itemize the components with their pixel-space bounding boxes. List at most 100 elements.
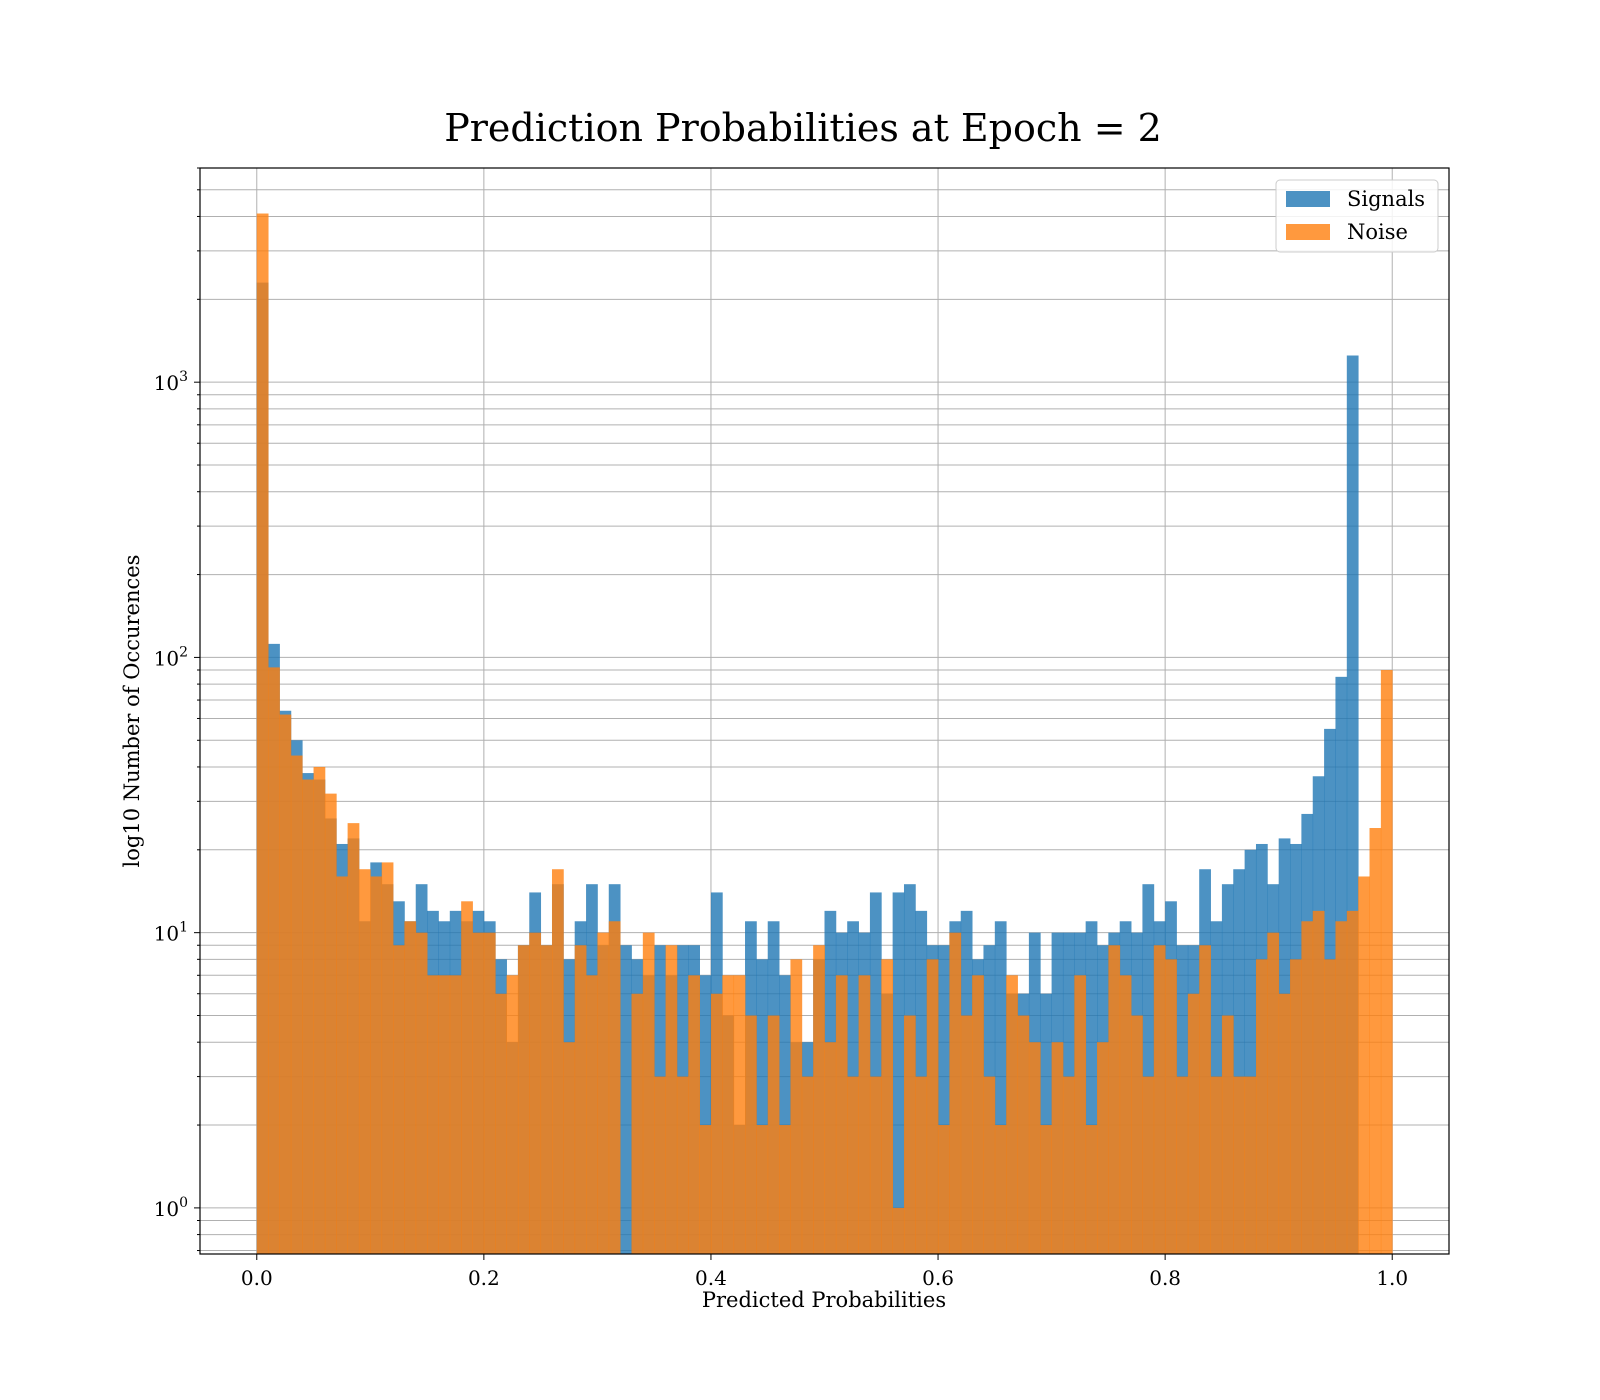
noise-bar [461, 901, 473, 1254]
noise-bar [1290, 959, 1302, 1254]
noise-bar [483, 932, 496, 1254]
noise-bar [813, 945, 825, 1254]
noise-bar [393, 945, 405, 1254]
noise-bar [1369, 828, 1382, 1254]
noise-bar [869, 1076, 882, 1254]
noise-bar [1380, 670, 1393, 1254]
noise-bar [551, 869, 564, 1254]
chart-title: Prediction Probabilities at Epoch = 2 [444, 106, 1162, 150]
noise-bar [1176, 1076, 1189, 1254]
noise-bar [517, 945, 530, 1254]
noise-bar [835, 975, 848, 1254]
noise-bar [358, 869, 371, 1254]
noise-bar [563, 1042, 576, 1254]
x-tick-label: 0.6 [922, 1266, 954, 1290]
noise-bar [903, 1015, 916, 1254]
noise-bar [1233, 1076, 1246, 1254]
noise-bar [597, 932, 610, 1254]
noise-bar [1131, 1015, 1143, 1254]
noise-bar [972, 975, 984, 1254]
noise-bar [256, 213, 269, 1255]
noise-bar [1085, 1125, 1098, 1254]
noise-bar [824, 1042, 837, 1254]
noise-bar [722, 975, 735, 1254]
noise-bar [404, 921, 417, 1254]
noise-bar [1335, 921, 1348, 1254]
noise-bar [1040, 1125, 1052, 1254]
noise-bar [1301, 921, 1314, 1254]
noise-bar [427, 975, 439, 1254]
noise-bar [1028, 1042, 1041, 1254]
noise-bar [926, 959, 939, 1254]
noise-bar [472, 932, 485, 1254]
noise-bar [858, 975, 871, 1254]
noise-bar [347, 823, 360, 1254]
noise-bar [1346, 910, 1359, 1254]
noise-bar [631, 993, 644, 1254]
noise-bar [676, 1076, 689, 1254]
x-tick-label: 0.8 [1149, 1266, 1181, 1290]
noise-bar [1267, 932, 1280, 1254]
y-tick-label: 103 [154, 369, 188, 395]
noise-bar [608, 921, 621, 1254]
legend-label-signals: Signals [1347, 187, 1425, 211]
noise-bar [449, 975, 462, 1254]
noise-bar [1062, 1076, 1075, 1254]
noise-bar [1165, 959, 1177, 1254]
noise-bar [1221, 1015, 1234, 1254]
noise-bar [1278, 993, 1291, 1254]
noise-bar [1006, 975, 1018, 1254]
noise-bar [1187, 993, 1200, 1254]
signals-bar [779, 975, 791, 1254]
noise-bar [1244, 1076, 1257, 1254]
plot-frame [199, 167, 1450, 1255]
noise-bar [370, 876, 383, 1254]
noise-bar [665, 945, 678, 1254]
noise-bar [381, 862, 394, 1254]
signals-bar [869, 892, 882, 1254]
noise-bar [1142, 1076, 1155, 1254]
noise-bar [438, 975, 451, 1254]
noise-bar [756, 1125, 769, 1254]
noise-bar [938, 1125, 950, 1254]
noise-bar [313, 766, 326, 1254]
x-axis-label: Predicted Probabilities [702, 1288, 946, 1312]
noise-bar [1324, 959, 1336, 1254]
noise-bar [801, 1076, 814, 1254]
noise-bar [324, 793, 337, 1254]
noise-bar [733, 975, 746, 1254]
legend: Signals Noise [1275, 179, 1439, 253]
signals-bar [892, 892, 905, 1254]
legend-swatch-signals [1286, 191, 1330, 207]
noise-bar [1153, 945, 1166, 1254]
y-tick-label: 102 [154, 644, 188, 670]
signals-bar [994, 921, 1007, 1254]
noise-bar [415, 932, 428, 1254]
x-tick-label: 1.0 [1376, 1266, 1408, 1290]
noise-bar [574, 945, 587, 1254]
legend-swatch-noise [1286, 224, 1330, 240]
noise-bar [1051, 1042, 1064, 1254]
noise-bar [586, 975, 598, 1254]
legend-label-noise: Noise [1347, 220, 1408, 244]
noise-bar [994, 1125, 1007, 1254]
noise-bar [847, 1076, 859, 1254]
noise-bar [710, 993, 723, 1254]
signals-bar [699, 975, 712, 1254]
signals-bar [620, 945, 632, 1254]
noise-bar [1199, 945, 1211, 1254]
noise-bar [983, 1076, 996, 1254]
noise-bar [881, 959, 894, 1254]
noise-bar [642, 932, 655, 1254]
y-tick-label: 101 [154, 920, 188, 946]
noise-bar [1210, 1076, 1223, 1254]
noise-bar [1108, 945, 1121, 1254]
noise-bar [302, 779, 314, 1254]
noise-bar [1358, 876, 1370, 1254]
x-tick-label: 0.4 [695, 1266, 727, 1290]
noise-bar [745, 1015, 757, 1254]
noise-bar [790, 959, 803, 1254]
noise-bar [540, 945, 553, 1254]
